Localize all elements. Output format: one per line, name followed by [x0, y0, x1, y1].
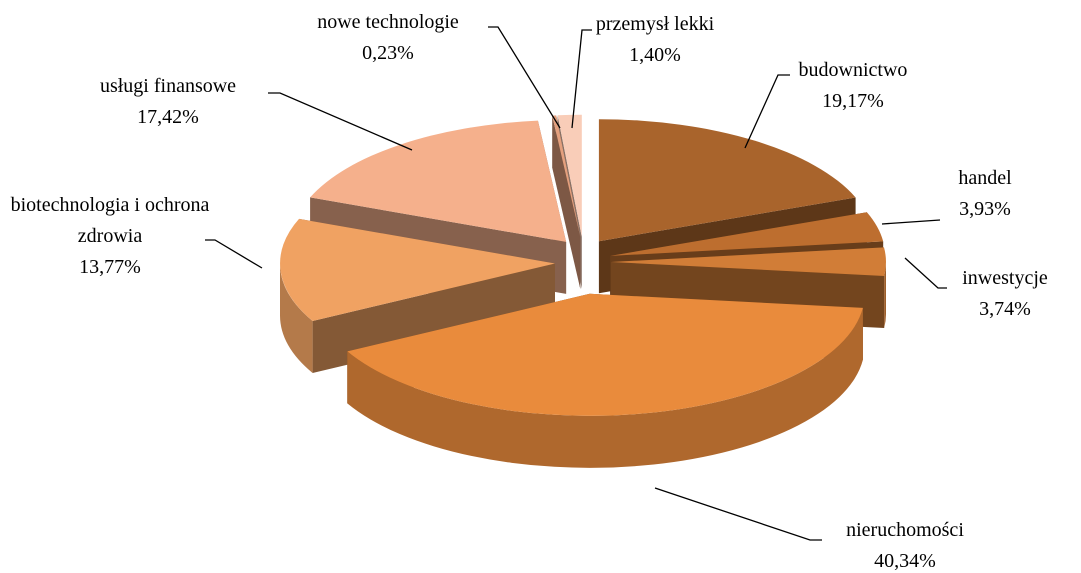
leader-line	[881, 219, 941, 225]
slice-label: przemysł lekki 1,40%	[545, 9, 765, 71]
value-label: 0,23%	[362, 42, 414, 64]
slice	[557, 114, 582, 237]
slice	[598, 119, 856, 242]
slice-side	[280, 263, 313, 373]
category-label: nieruchomości	[846, 519, 964, 541]
category-label: handel	[958, 167, 1012, 189]
slice	[552, 115, 581, 237]
value-label: 3,74%	[979, 298, 1031, 320]
category-label: przemysł lekki	[595, 13, 715, 35]
slice	[280, 218, 555, 321]
slice-label: nieruchomości 40,34%	[795, 515, 1015, 573]
value-label: 17,42%	[137, 106, 199, 128]
leader-line	[488, 26, 561, 129]
category-label: nowe technologie	[317, 11, 459, 33]
category-label: biotechnologia i ochrona zdrowia	[10, 194, 210, 247]
leader-line	[904, 257, 947, 289]
slice-label: budownictwo 19,17%	[743, 55, 963, 117]
value-label: 1,40%	[629, 44, 681, 66]
slice-label: biotechnologia i ochrona zdrowia 13,77%	[10, 190, 210, 283]
slice-label: nowe technologie 0,23%	[278, 7, 498, 69]
slice-side	[884, 262, 887, 328]
slice	[310, 120, 567, 242]
slice-label: handel 3,93%	[875, 163, 1081, 225]
slice-label: inwestycje 3,74%	[895, 263, 1081, 325]
slice	[610, 212, 884, 256]
value-label: 19,17%	[822, 90, 884, 112]
category-label: usługi finansowe	[99, 75, 237, 97]
slice	[611, 247, 886, 276]
leader-line	[268, 92, 413, 151]
value-label: 13,77%	[79, 256, 141, 278]
slice-side	[552, 115, 581, 289]
leader-line	[654, 487, 822, 541]
value-label: 40,34%	[874, 550, 936, 572]
leader-line	[205, 239, 263, 269]
slice-side	[347, 307, 863, 468]
category-label: inwestycje	[962, 267, 1048, 289]
slice	[347, 293, 863, 416]
category-label: budownictwo	[798, 59, 908, 81]
leader-line	[744, 74, 790, 149]
leader-line	[571, 29, 592, 129]
slice-label: usługi finansowe 17,42%	[58, 71, 278, 133]
value-label: 3,93%	[959, 198, 1011, 220]
